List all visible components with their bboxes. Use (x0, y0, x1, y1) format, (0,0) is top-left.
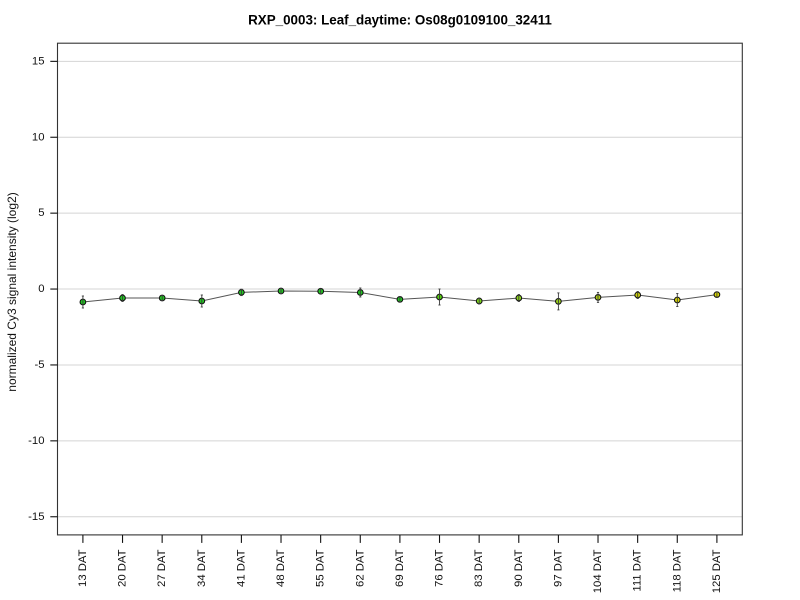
svg-text:13 DAT: 13 DAT (77, 549, 89, 587)
svg-text:0: 0 (38, 283, 44, 295)
svg-text:97 DAT: 97 DAT (552, 549, 564, 587)
svg-text:55 DAT: 55 DAT (315, 549, 327, 587)
svg-text:104 DAT: 104 DAT (592, 549, 604, 593)
svg-text:62 DAT: 62 DAT (354, 549, 366, 587)
svg-text:48 DAT: 48 DAT (275, 549, 287, 587)
svg-text:27 DAT: 27 DAT (156, 549, 168, 587)
svg-text:5: 5 (38, 207, 44, 219)
svg-text:125 DAT: 125 DAT (711, 549, 723, 593)
svg-text:normalized Cy3 signal intensit: normalized Cy3 signal intensity (log2) (5, 192, 19, 391)
svg-text:15: 15 (32, 55, 45, 67)
svg-text:69 DAT: 69 DAT (394, 549, 406, 587)
svg-text:20 DAT: 20 DAT (117, 549, 129, 587)
svg-text:10: 10 (32, 131, 45, 143)
svg-text:34 DAT: 34 DAT (196, 549, 208, 587)
svg-text:90 DAT: 90 DAT (513, 549, 525, 587)
svg-text:76 DAT: 76 DAT (434, 549, 446, 587)
svg-text:111 DAT: 111 DAT (632, 549, 644, 591)
svg-text:-10: -10 (28, 435, 44, 447)
svg-text:83 DAT: 83 DAT (473, 549, 485, 587)
svg-text:-5: -5 (34, 359, 44, 371)
svg-text:41 DAT: 41 DAT (235, 549, 247, 587)
svg-text:-15: -15 (28, 511, 44, 523)
svg-text:118 DAT: 118 DAT (671, 549, 683, 592)
svg-text:RXP_0003: Leaf_daytime: Os08g0: RXP_0003: Leaf_daytime: Os08g0109100_324… (248, 13, 552, 28)
